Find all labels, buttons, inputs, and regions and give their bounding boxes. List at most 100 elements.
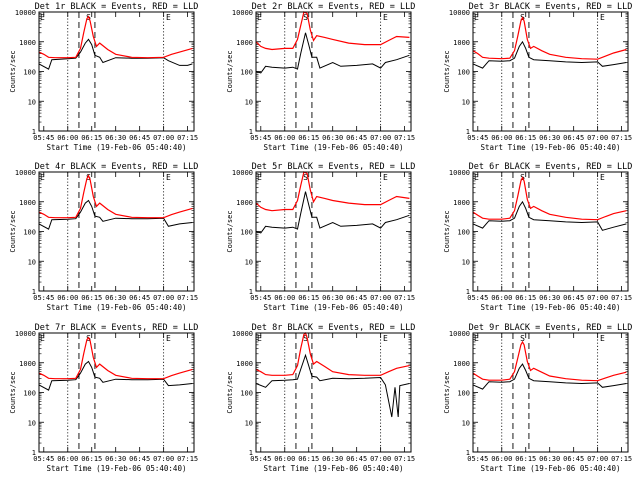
y-tick-label: 1 — [32, 449, 36, 457]
x-tick-label: 06:30 — [105, 134, 126, 142]
x-tick-label: 07:00 — [370, 294, 391, 302]
plot-frame — [38, 332, 195, 453]
y-tick-label: 1000 — [236, 199, 253, 207]
x-tick-label: 06:30 — [539, 294, 560, 302]
y-tick-label: 1 — [466, 288, 470, 296]
x-tick-label: 05:45 — [467, 294, 488, 302]
y-tick-label: 10 — [28, 258, 36, 266]
y-axis-label: Counts/sec — [443, 50, 451, 92]
x-tick-label: 06:45 — [346, 294, 367, 302]
x-tick-label: 07:00 — [370, 134, 391, 142]
x-tick-label: 07:00 — [587, 294, 608, 302]
x-tick-label: 07:15 — [177, 294, 198, 302]
y-tick-label: 100 — [457, 229, 470, 237]
y-tick-label: 1 — [32, 128, 36, 136]
series-line-lld — [38, 15, 193, 59]
plot-frame — [255, 171, 412, 292]
x-tick-label: 06:15 — [81, 294, 102, 302]
x-axis-label: Start Time (19-Feb-06 05:40:40) — [264, 303, 404, 312]
x-tick-label: 06:00 — [57, 294, 78, 302]
x-tick-label: 06:00 — [274, 294, 295, 302]
y-tick-label: 10 — [245, 419, 253, 427]
y-tick-label: 10000 — [15, 169, 36, 177]
marker-e-end: E — [383, 334, 388, 343]
y-tick-label: 1000 — [453, 360, 470, 368]
x-tick-label: 05:45 — [250, 294, 271, 302]
y-tick-label: 10000 — [449, 169, 470, 177]
y-tick-label: 100 — [240, 229, 253, 237]
x-tick-label: 06:30 — [322, 294, 343, 302]
marker-e-start: E — [40, 334, 45, 343]
x-tick-label: 05:45 — [33, 455, 54, 463]
marker-e-start: E — [257, 13, 262, 22]
marker-e-start: E — [40, 173, 45, 182]
y-tick-label: 100 — [23, 390, 36, 398]
marker-e-start: E — [474, 173, 479, 182]
x-tick-label: 07:00 — [587, 455, 608, 463]
x-tick-label: 06:15 — [515, 455, 536, 463]
x-tick-label: 06:45 — [346, 455, 367, 463]
x-axis-label: Start Time (19-Feb-06 05:40:40) — [481, 464, 621, 473]
x-tick-label: 05:45 — [467, 134, 488, 142]
x-tick-label: 06:15 — [515, 134, 536, 142]
chart-title: Det 9r BLACK = Events, RED = LLD — [469, 323, 633, 333]
plot-frame — [38, 171, 195, 292]
x-tick-label: 05:45 — [250, 455, 271, 463]
y-tick-label: 100 — [457, 69, 470, 77]
y-tick-label: 1 — [249, 288, 253, 296]
x-axis-label: Start Time (19-Feb-06 05:40:40) — [481, 303, 621, 312]
chart-panel-3: Det 3r BLACK = Events, RED = LLD 1 10 100 10… — [443, 2, 632, 152]
chart-title: Det 4r BLACK = Events, RED = LLD — [35, 162, 199, 172]
x-axis-label: Start Time (19-Feb-06 05:40:40) — [264, 143, 404, 152]
marker-e-start: E — [257, 334, 262, 343]
x-tick-label: 06:00 — [274, 134, 295, 142]
y-tick-label: 1000 — [19, 39, 36, 47]
x-tick-label: 06:15 — [298, 455, 319, 463]
y-tick-label: 10000 — [232, 169, 253, 177]
marker-s: S — [303, 13, 308, 22]
y-tick-label: 10000 — [15, 330, 36, 338]
x-tick-label: 07:15 — [611, 455, 632, 463]
marker-e-start: E — [474, 13, 479, 22]
series-line-events — [255, 32, 410, 74]
series-line-events — [255, 191, 410, 234]
x-tick-label: 06:45 — [563, 134, 584, 142]
x-tick-label: 06:15 — [81, 455, 102, 463]
y-tick-label: 100 — [240, 390, 253, 398]
plot-frame — [255, 332, 412, 453]
x-tick-label: 07:15 — [611, 294, 632, 302]
series-line-events — [472, 200, 627, 231]
x-tick-label: 06:15 — [298, 294, 319, 302]
x-tick-label: 06:00 — [57, 455, 78, 463]
marker-s: S — [303, 334, 308, 343]
marker-s: S — [303, 173, 308, 182]
series-line-lld — [38, 336, 193, 380]
y-tick-label: 10000 — [449, 330, 470, 338]
y-tick-label: 10000 — [232, 330, 253, 338]
marker-s: S — [520, 334, 525, 343]
chart-title: Det 6r BLACK = Events, RED = LLD — [469, 162, 633, 172]
marker-e-start: E — [474, 334, 479, 343]
chart-panel-5: Det 5r BLACK = Events, RED = LLD 1 10 100 10… — [226, 162, 415, 312]
x-tick-label: 06:45 — [563, 294, 584, 302]
series-line-lld — [472, 340, 627, 382]
y-axis-label: Counts/sec — [226, 210, 234, 252]
marker-e-end: E — [600, 334, 605, 343]
y-tick-label: 10 — [245, 258, 253, 266]
y-tick-label: 1000 — [453, 39, 470, 47]
x-tick-label: 06:45 — [129, 294, 150, 302]
y-tick-label: 100 — [240, 69, 253, 77]
y-tick-label: 1 — [32, 288, 36, 296]
series-line-events — [472, 363, 627, 390]
x-tick-label: 05:45 — [33, 134, 54, 142]
x-tick-label: 06:15 — [515, 294, 536, 302]
x-tick-label: 06:30 — [322, 455, 343, 463]
y-tick-label: 10 — [462, 419, 470, 427]
x-tick-label: 06:00 — [491, 294, 512, 302]
series-line-lld — [472, 176, 627, 221]
x-tick-label: 06:00 — [491, 455, 512, 463]
x-tick-label: 06:30 — [322, 134, 343, 142]
x-axis-label: Start Time (19-Feb-06 05:40:40) — [47, 464, 187, 473]
chart-panel-4: Det 4r BLACK = Events, RED = LLD 1 10 100 10… — [9, 162, 198, 312]
x-tick-label: 06:15 — [81, 134, 102, 142]
